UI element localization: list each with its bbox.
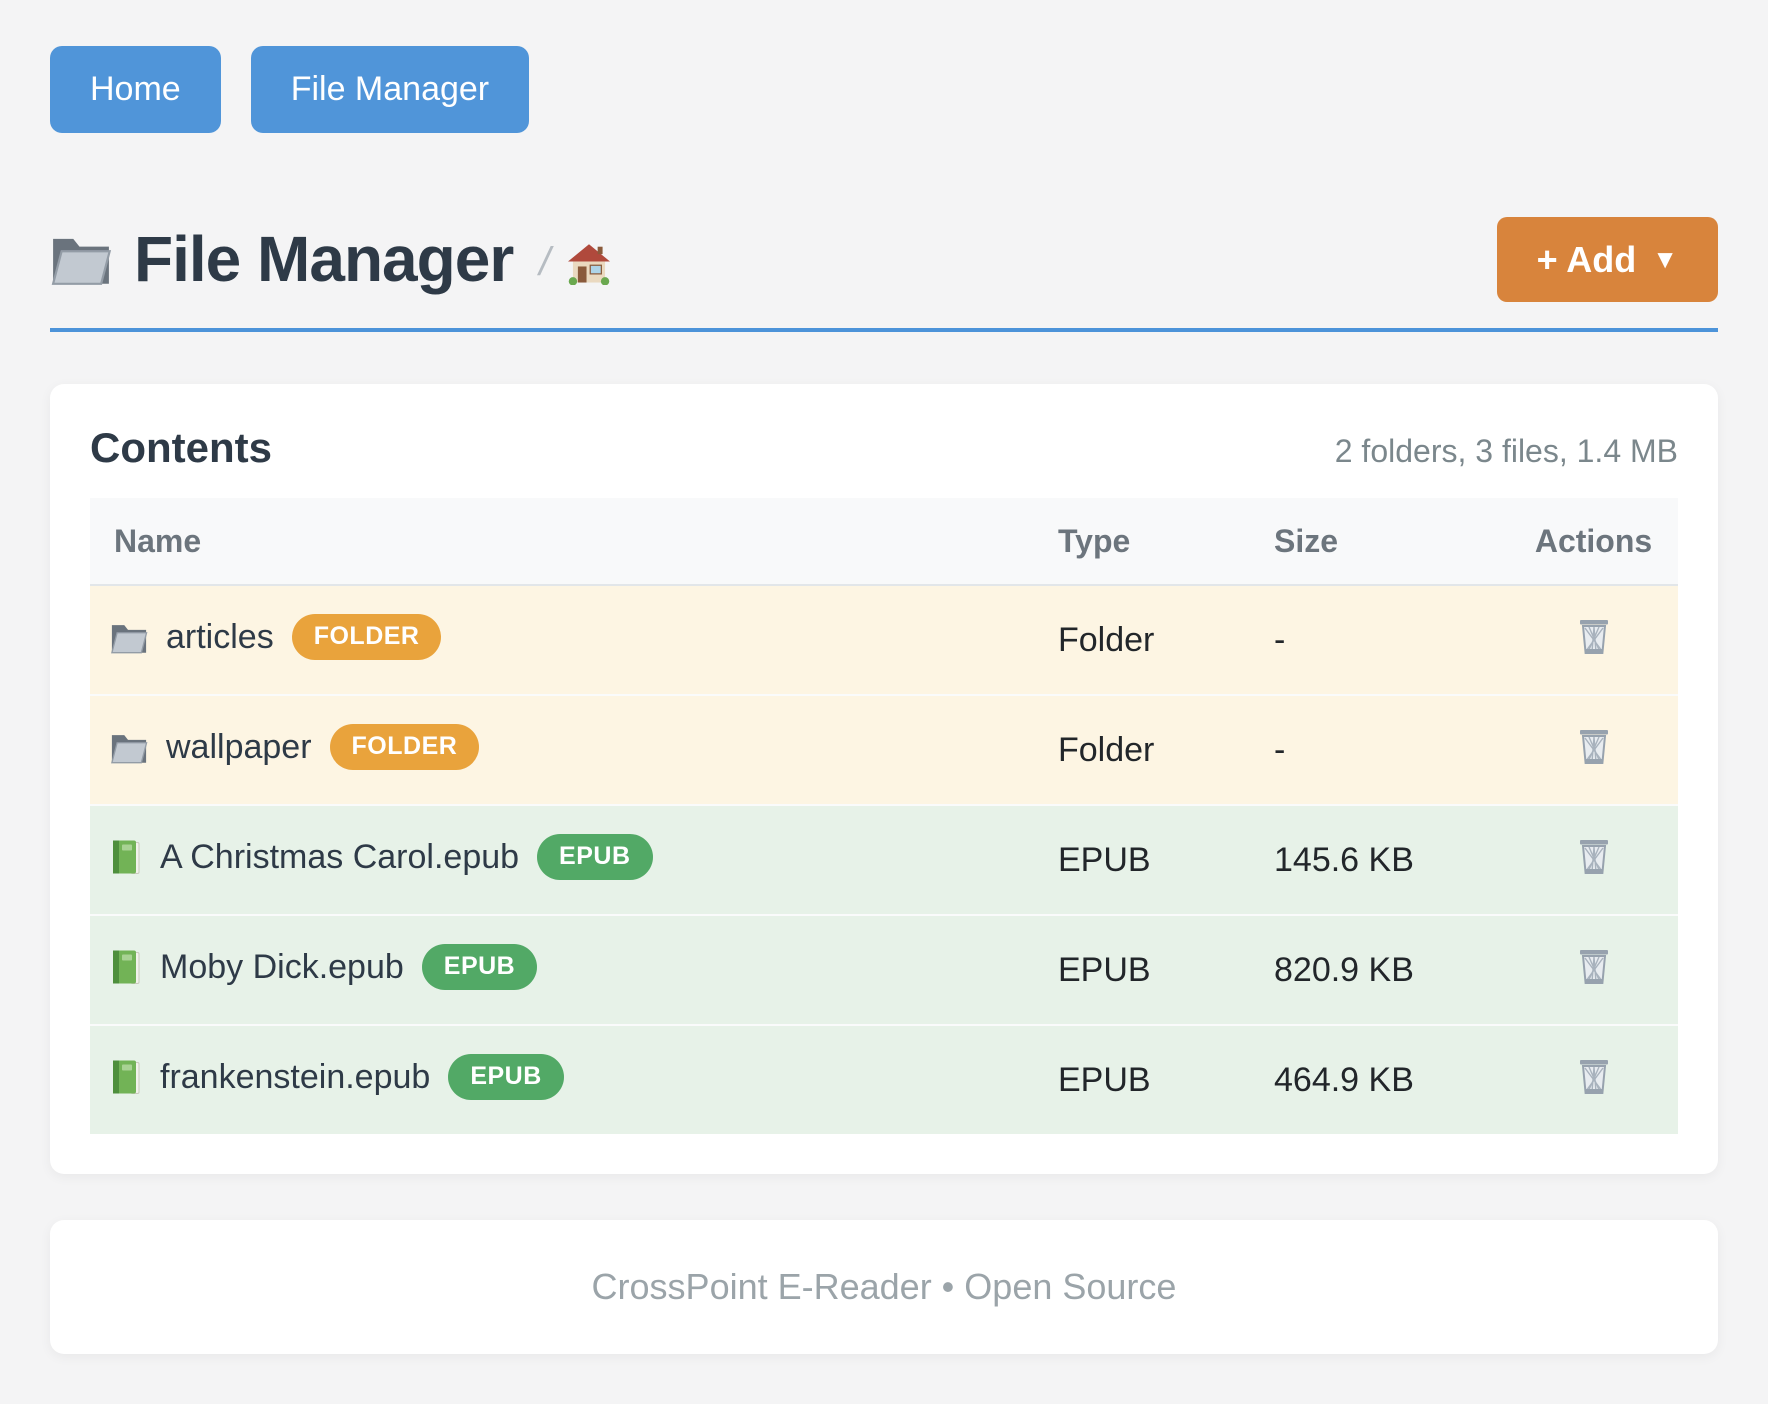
name-cell: wallpaper FOLDER [90,696,1034,798]
contents-summary: 2 folders, 3 files, 1.4 MB [1334,432,1678,469]
contents-card: Contents 2 folders, 3 files, 1.4 MB Name… [50,383,1718,1175]
name-cell: frankenstein.epub EPUB [90,1026,1034,1128]
type-badge: FOLDER [291,614,442,660]
actions-cell [1509,805,1678,915]
size-cell: 464.9 KB [1274,1060,1414,1099]
column-header-name: Name [114,522,202,559]
name-cell: Moby Dick.epub EPUB [90,916,1034,1018]
file-name[interactable]: articles [166,617,274,656]
table-row: wallpaper FOLDER Folder - [90,695,1678,806]
footer-text: CrossPoint E-Reader • Open Source [591,1266,1177,1308]
green-book-icon [110,1059,142,1096]
table-row: articles FOLDER Folder - [90,585,1678,696]
file-table-head: Name Type Size Actions [90,497,1678,586]
header-divider [50,327,1718,332]
type-cell: EPUB [1058,840,1151,879]
home-icon[interactable] [566,233,612,285]
folder-icon [110,731,148,764]
delete-button[interactable] [1572,614,1616,661]
file-manager-button[interactable]: File Manager [250,46,530,133]
green-book-icon [110,949,142,986]
type-badge: FOLDER [329,724,480,770]
size-cell: 145.6 KB [1274,840,1414,879]
column-header-size: Size [1274,522,1339,559]
delete-button[interactable] [1572,834,1616,881]
actions-cell [1509,915,1678,1025]
table-row: frankenstein.epub EPUB EPUB 464.9 KB [90,1025,1678,1135]
name-cell: A Christmas Carol.epub EPUB [90,806,1034,908]
trash-icon [1576,1058,1612,1097]
footer-card: CrossPoint E-Reader • Open Source [50,1220,1718,1355]
type-badge: EPUB [448,1054,564,1100]
contents-heading: Contents [90,423,272,471]
trash-icon [1576,728,1612,767]
type-cell: EPUB [1058,1060,1151,1099]
contents-card-header: Contents 2 folders, 3 files, 1.4 MB [90,424,1678,472]
type-cell: Folder [1058,620,1155,659]
actions-cell [1509,695,1678,805]
type-badge: EPUB [421,944,538,990]
type-cell: Folder [1058,730,1155,769]
caret-down-icon: ▼ [1652,244,1678,275]
add-button[interactable]: + Add ▼ [1496,216,1718,302]
page-header: File Manager / + Add ▼ [50,216,1718,302]
folder-icon [110,621,148,654]
trash-icon [1576,618,1612,657]
file-name[interactable]: wallpaper [166,727,312,766]
delete-button[interactable] [1572,944,1616,991]
size-cell: - [1274,620,1286,659]
trash-icon [1576,948,1612,987]
file-name[interactable]: frankenstein.epub [160,1057,431,1096]
page-title: File Manager [134,223,514,296]
home-button[interactable]: Home [50,46,221,133]
delete-button[interactable] [1572,1054,1616,1101]
column-header-type: Type [1058,522,1131,559]
title-group: File Manager / [50,222,612,296]
breadcrumb-separator: / [539,239,551,284]
table-header-row: Name Type Size Actions [90,497,1678,586]
column-header-actions: Actions [1534,522,1653,559]
type-cell: EPUB [1058,950,1151,989]
table-row: A Christmas Carol.epub EPUB EPUB 145.6 KB [90,805,1678,916]
table-row: Moby Dick.epub EPUB EPUB 820.9 KB [90,915,1678,1026]
actions-cell [1509,1025,1678,1134]
file-name[interactable]: A Christmas Carol.epub [160,837,520,876]
file-name[interactable]: Moby Dick.epub [160,947,404,986]
actions-cell [1509,585,1678,695]
folder-icon [50,232,112,286]
top-nav: Home File Manager [50,46,1718,133]
trash-icon [1576,838,1612,877]
size-cell: 820.9 KB [1274,950,1414,989]
size-cell: - [1274,730,1286,769]
file-table: Name Type Size Actions articles FOLDER Folder… [90,497,1678,1135]
name-cell: articles FOLDER [90,586,1034,688]
type-badge: EPUB [537,834,653,880]
add-button-label: + Add [1536,238,1637,280]
delete-button[interactable] [1572,724,1616,771]
green-book-icon [110,839,142,876]
file-table-body: articles FOLDER Folder - wallpaper FOLDER Fold… [90,585,1678,1135]
